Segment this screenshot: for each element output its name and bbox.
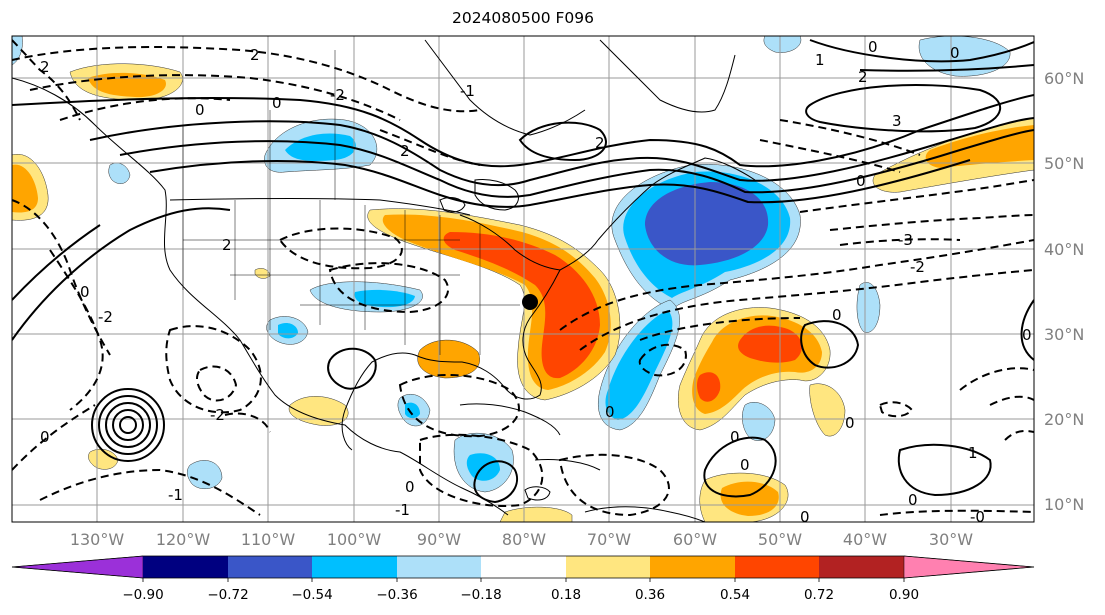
colorbar: −0.90 −0.72 −0.54 −0.36 −0.18 0.18 0.36 … <box>11 555 1035 603</box>
colorbar-tick-2: −0.54 <box>291 587 332 603</box>
svg-text:2: 2 <box>250 46 260 64</box>
colorbar-bin-1 <box>228 556 312 578</box>
colorbar-tick-6: 0.36 <box>635 587 665 603</box>
latitude-labels: 60°N 50°N 40°N 30°N 20°N 10°N <box>1044 69 1084 514</box>
svg-text:-2: -2 <box>330 86 345 104</box>
svg-text:60°N: 60°N <box>1044 69 1084 88</box>
svg-text:2: 2 <box>858 68 868 86</box>
svg-text:60°W: 60°W <box>673 530 717 549</box>
svg-text:90°W: 90°W <box>417 530 461 549</box>
svg-text:0: 0 <box>605 403 615 421</box>
svg-text:1: 1 <box>968 444 978 462</box>
svg-text:2: 2 <box>595 134 605 152</box>
svg-text:80°W: 80°W <box>502 530 546 549</box>
svg-text:0: 0 <box>195 101 205 119</box>
colorbar-bin-0 <box>143 556 228 578</box>
svg-text:0: 0 <box>1022 326 1032 344</box>
colorbar-bin-3 <box>397 556 481 578</box>
svg-text:130°W: 130°W <box>70 530 125 549</box>
svg-text:-2: -2 <box>210 406 225 424</box>
contours-negative <box>12 39 1034 517</box>
svg-text:1: 1 <box>815 51 825 69</box>
colorbar-tick-7: 0.54 <box>720 587 750 603</box>
svg-text:0: 0 <box>730 428 740 446</box>
svg-text:100°W: 100°W <box>327 530 382 549</box>
svg-text:10°N: 10°N <box>1044 495 1084 514</box>
contour-labels: 2 2 -2 0 0 -1 2 2 1 2 0 0 3 0 -3 -2 2 0 … <box>40 38 1032 526</box>
svg-text:50°N: 50°N <box>1044 154 1084 173</box>
svg-text:-1: -1 <box>460 82 475 100</box>
svg-text:70°W: 70°W <box>587 530 631 549</box>
colorbar-tick-9: 0.90 <box>889 587 919 603</box>
shaded-fields <box>12 36 1034 522</box>
map-plot-area: 2 2 -2 0 0 -1 2 2 1 2 0 0 3 0 -3 -2 2 0 … <box>12 36 1034 526</box>
colorbar-tick-0: −0.90 <box>122 587 163 603</box>
svg-text:2: 2 <box>400 142 410 160</box>
svg-text:0: 0 <box>856 172 866 190</box>
svg-text:-0: -0 <box>970 508 985 526</box>
svg-text:3: 3 <box>892 112 902 130</box>
svg-text:0: 0 <box>740 456 750 474</box>
svg-text:20°N: 20°N <box>1044 410 1084 429</box>
svg-text:0: 0 <box>800 508 810 526</box>
svg-text:0: 0 <box>832 306 842 324</box>
svg-text:0: 0 <box>272 94 282 112</box>
svg-text:-2: -2 <box>98 308 113 326</box>
colorbar-bin-5 <box>566 556 650 578</box>
colorbar-tick-4: −0.18 <box>460 587 501 603</box>
colorbar-tick-3: −0.36 <box>376 587 417 603</box>
svg-text:-1: -1 <box>395 501 410 519</box>
svg-text:50°W: 50°W <box>758 530 802 549</box>
colorbar-over-arrow <box>903 555 1035 579</box>
colorbar-tick-8: 0.72 <box>804 587 834 603</box>
svg-text:0: 0 <box>950 44 960 62</box>
svg-text:0: 0 <box>845 414 855 432</box>
colorbar-bin-2 <box>312 556 397 578</box>
svg-text:0: 0 <box>40 428 50 446</box>
map-frame <box>11 35 1035 523</box>
svg-text:120°W: 120°W <box>156 530 211 549</box>
colorbar-bin-4 <box>481 556 566 578</box>
svg-text:0: 0 <box>80 283 90 301</box>
colorbar-under-arrow <box>11 555 144 579</box>
svg-text:40°W: 40°W <box>843 530 887 549</box>
svg-text:-3: -3 <box>898 231 913 249</box>
svg-text:2: 2 <box>40 58 50 76</box>
colorbar-tick-1: −0.72 <box>207 587 248 603</box>
svg-text:-1: -1 <box>168 486 183 504</box>
svg-text:2: 2 <box>222 236 232 254</box>
map-title: 2024080500 F096 <box>451 9 595 27</box>
svg-text:40°N: 40°N <box>1044 240 1084 259</box>
political-boundaries <box>182 50 520 355</box>
svg-text:30°N: 30°N <box>1044 325 1084 344</box>
svg-text:0: 0 <box>868 38 878 56</box>
colorbar-tick-5: 0.18 <box>551 587 581 603</box>
colorbar-bin-7 <box>735 556 819 578</box>
colorbar-bin-6 <box>650 556 735 578</box>
svg-text:110°W: 110°W <box>241 530 296 549</box>
svg-text:0: 0 <box>908 491 918 509</box>
svg-text:0: 0 <box>405 478 415 496</box>
svg-text:-2: -2 <box>910 258 925 276</box>
colorbar-bin-8 <box>819 556 904 578</box>
svg-text:30°W: 30°W <box>929 530 973 549</box>
longitude-labels: 130°W 120°W 110°W 100°W 90°W 80°W 70°W 6… <box>70 530 973 549</box>
station-marker <box>522 294 538 310</box>
